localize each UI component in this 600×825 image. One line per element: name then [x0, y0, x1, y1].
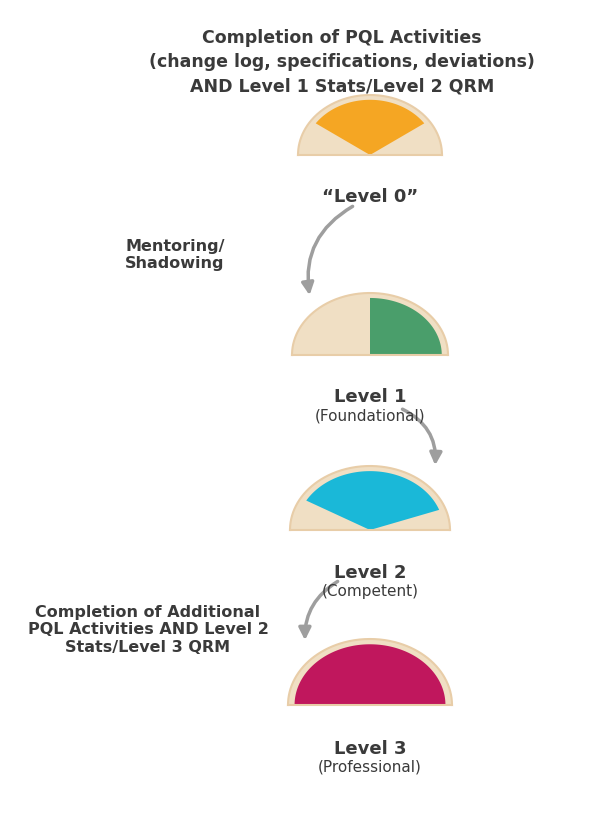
Text: Completion of PQL Activities: Completion of PQL Activities	[202, 29, 482, 47]
Text: (Professional): (Professional)	[318, 760, 422, 775]
Text: (change log, specifications, deviations): (change log, specifications, deviations)	[149, 53, 535, 71]
Polygon shape	[306, 471, 439, 530]
Text: Completion of Additional
PQL Activities AND Level 2
Stats/Level 3 QRM: Completion of Additional PQL Activities …	[28, 605, 268, 655]
Text: (Competent): (Competent)	[322, 584, 419, 599]
Polygon shape	[298, 95, 442, 155]
Text: “Level 0”: “Level 0”	[322, 188, 418, 206]
Polygon shape	[288, 639, 452, 705]
Polygon shape	[370, 298, 442, 355]
Text: Level 1: Level 1	[334, 389, 406, 407]
Text: Level 3: Level 3	[334, 739, 406, 757]
Text: AND Level 1 Stats/Level 2 QRM: AND Level 1 Stats/Level 2 QRM	[190, 77, 494, 95]
Text: Mentoring/
Shadowing: Mentoring/ Shadowing	[125, 238, 225, 271]
Polygon shape	[316, 100, 424, 155]
Polygon shape	[295, 644, 445, 705]
Polygon shape	[292, 293, 448, 355]
Text: (Foundational): (Foundational)	[314, 408, 425, 423]
Polygon shape	[290, 466, 450, 530]
Text: Level 2: Level 2	[334, 564, 406, 582]
